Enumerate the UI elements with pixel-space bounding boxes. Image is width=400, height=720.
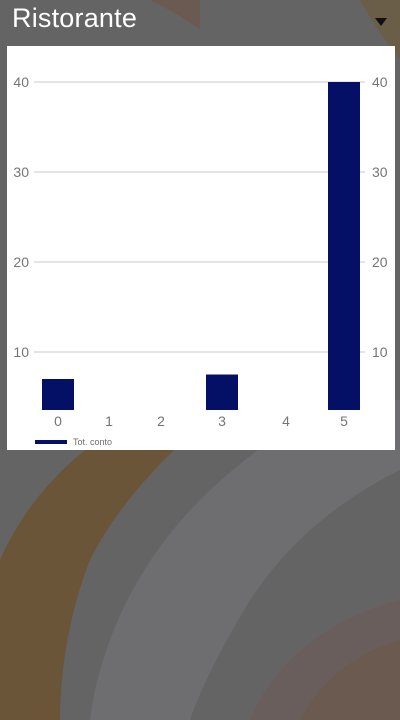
chart-legend: Tot. conto — [35, 436, 112, 448]
dropdown-arrow-icon — [375, 18, 387, 26]
x-tick-label: 1 — [105, 413, 113, 429]
x-tick-label: 3 — [218, 413, 226, 429]
bar — [328, 82, 360, 410]
y-tick-label-left: 10 — [13, 344, 29, 360]
y-tick-label-left: 40 — [13, 74, 29, 90]
x-tick-label: 4 — [282, 413, 290, 429]
x-tick-label: 0 — [54, 413, 62, 429]
app-header: Ristorante — [0, 0, 400, 44]
page-title: Ristorante — [12, 3, 138, 33]
y-tick-label-left: 30 — [13, 164, 29, 180]
dropdown-button[interactable] — [368, 10, 394, 34]
bar-chart: 10 10 20 20 30 30 40 40 0 1 2 3 4 5 — [13, 74, 388, 429]
bar — [42, 379, 74, 410]
y-tick-label-right: 10 — [372, 344, 388, 360]
bar — [206, 374, 238, 410]
legend-swatch — [35, 440, 67, 444]
y-tick-label-right: 20 — [372, 254, 388, 270]
y-tick-label-right: 40 — [372, 74, 388, 90]
x-tick-label: 5 — [340, 413, 348, 429]
y-tick-label-right: 30 — [372, 164, 388, 180]
legend-label: Tot. conto — [73, 437, 113, 447]
chart-card: 10 10 20 20 30 30 40 40 0 1 2 3 4 5 Tot. conto — [7, 46, 395, 450]
x-tick-label: 2 — [157, 413, 165, 429]
y-tick-label-left: 20 — [13, 254, 29, 270]
